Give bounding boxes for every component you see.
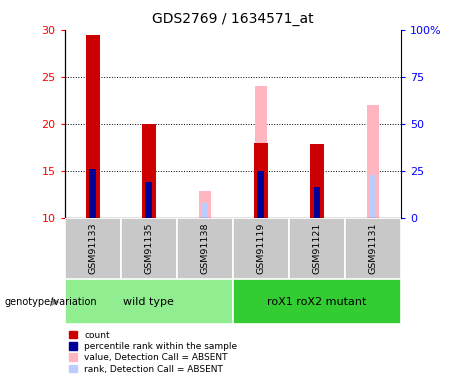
Text: GSM91133: GSM91133 <box>88 223 97 274</box>
Bar <box>370 176 376 217</box>
Bar <box>89 169 96 217</box>
Text: genotype/variation: genotype/variation <box>5 297 97 307</box>
Text: GSM91135: GSM91135 <box>144 223 153 274</box>
Bar <box>233 279 401 324</box>
Bar <box>145 182 152 218</box>
Bar <box>199 191 211 217</box>
Bar <box>254 86 267 218</box>
Bar <box>177 217 233 279</box>
Bar <box>233 217 289 279</box>
Text: GSM91119: GSM91119 <box>256 223 266 274</box>
Title: GDS2769 / 1634571_at: GDS2769 / 1634571_at <box>152 12 313 26</box>
Bar <box>345 217 401 279</box>
Bar <box>310 144 324 218</box>
Bar <box>289 217 345 279</box>
Bar <box>313 187 320 218</box>
Bar <box>142 124 156 218</box>
Bar <box>254 142 268 218</box>
Text: GSM91131: GSM91131 <box>368 223 378 274</box>
Bar <box>65 217 121 279</box>
Text: roX1 roX2 mutant: roX1 roX2 mutant <box>267 297 366 307</box>
Legend: count, percentile rank within the sample, value, Detection Call = ABSENT, rank, : count, percentile rank within the sample… <box>69 331 237 374</box>
Text: GSM91121: GSM91121 <box>313 223 321 274</box>
Bar <box>65 279 233 324</box>
Bar <box>202 203 207 217</box>
Bar <box>367 105 379 218</box>
Bar <box>86 35 100 218</box>
Text: wild type: wild type <box>123 297 174 307</box>
Bar <box>258 171 264 217</box>
Bar <box>121 217 177 279</box>
Bar <box>258 171 264 217</box>
Text: GSM91138: GSM91138 <box>200 223 209 274</box>
